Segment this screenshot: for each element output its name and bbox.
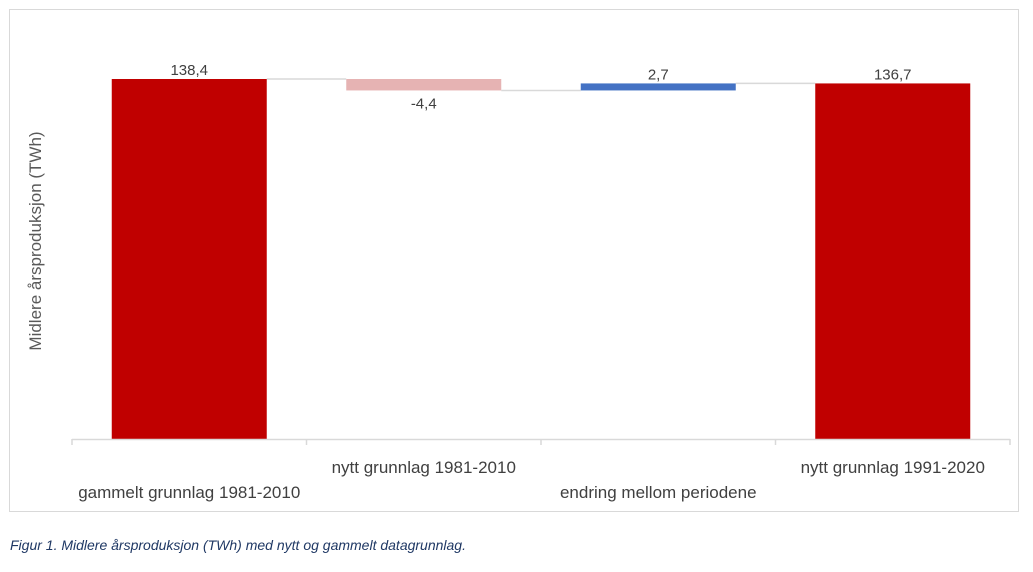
- bar: [580, 83, 736, 91]
- bar: [815, 83, 971, 439]
- data-label: 138,4: [170, 62, 208, 79]
- bar: [111, 79, 267, 439]
- x-tick-label: gammelt grunnlag 1981-2010: [78, 483, 300, 502]
- x-tick-label: nytt grunnlag 1991-2020: [801, 458, 985, 477]
- data-label: -4,4: [411, 95, 437, 112]
- waterfall-chart: 138,4 -4,4 2,7 136,7 gammelt grunnlag 1981-2…: [26, 62, 1011, 502]
- x-tick-label: endring mellom periodene: [560, 483, 757, 502]
- figure-caption: Figur 1. Midlere årsproduksjon (TWh) med…: [10, 537, 466, 553]
- bar: [346, 79, 502, 91]
- data-label: 136,7: [874, 66, 912, 83]
- chart-frame: 138,4 -4,4 2,7 136,7 gammelt grunnlag 1981-2…: [9, 9, 1019, 512]
- data-label: 2,7: [648, 66, 669, 83]
- x-tick-label: nytt grunnlag 1981-2010: [332, 458, 516, 477]
- y-axis-label: Midlere årsproduksjon (TWh): [26, 131, 45, 350]
